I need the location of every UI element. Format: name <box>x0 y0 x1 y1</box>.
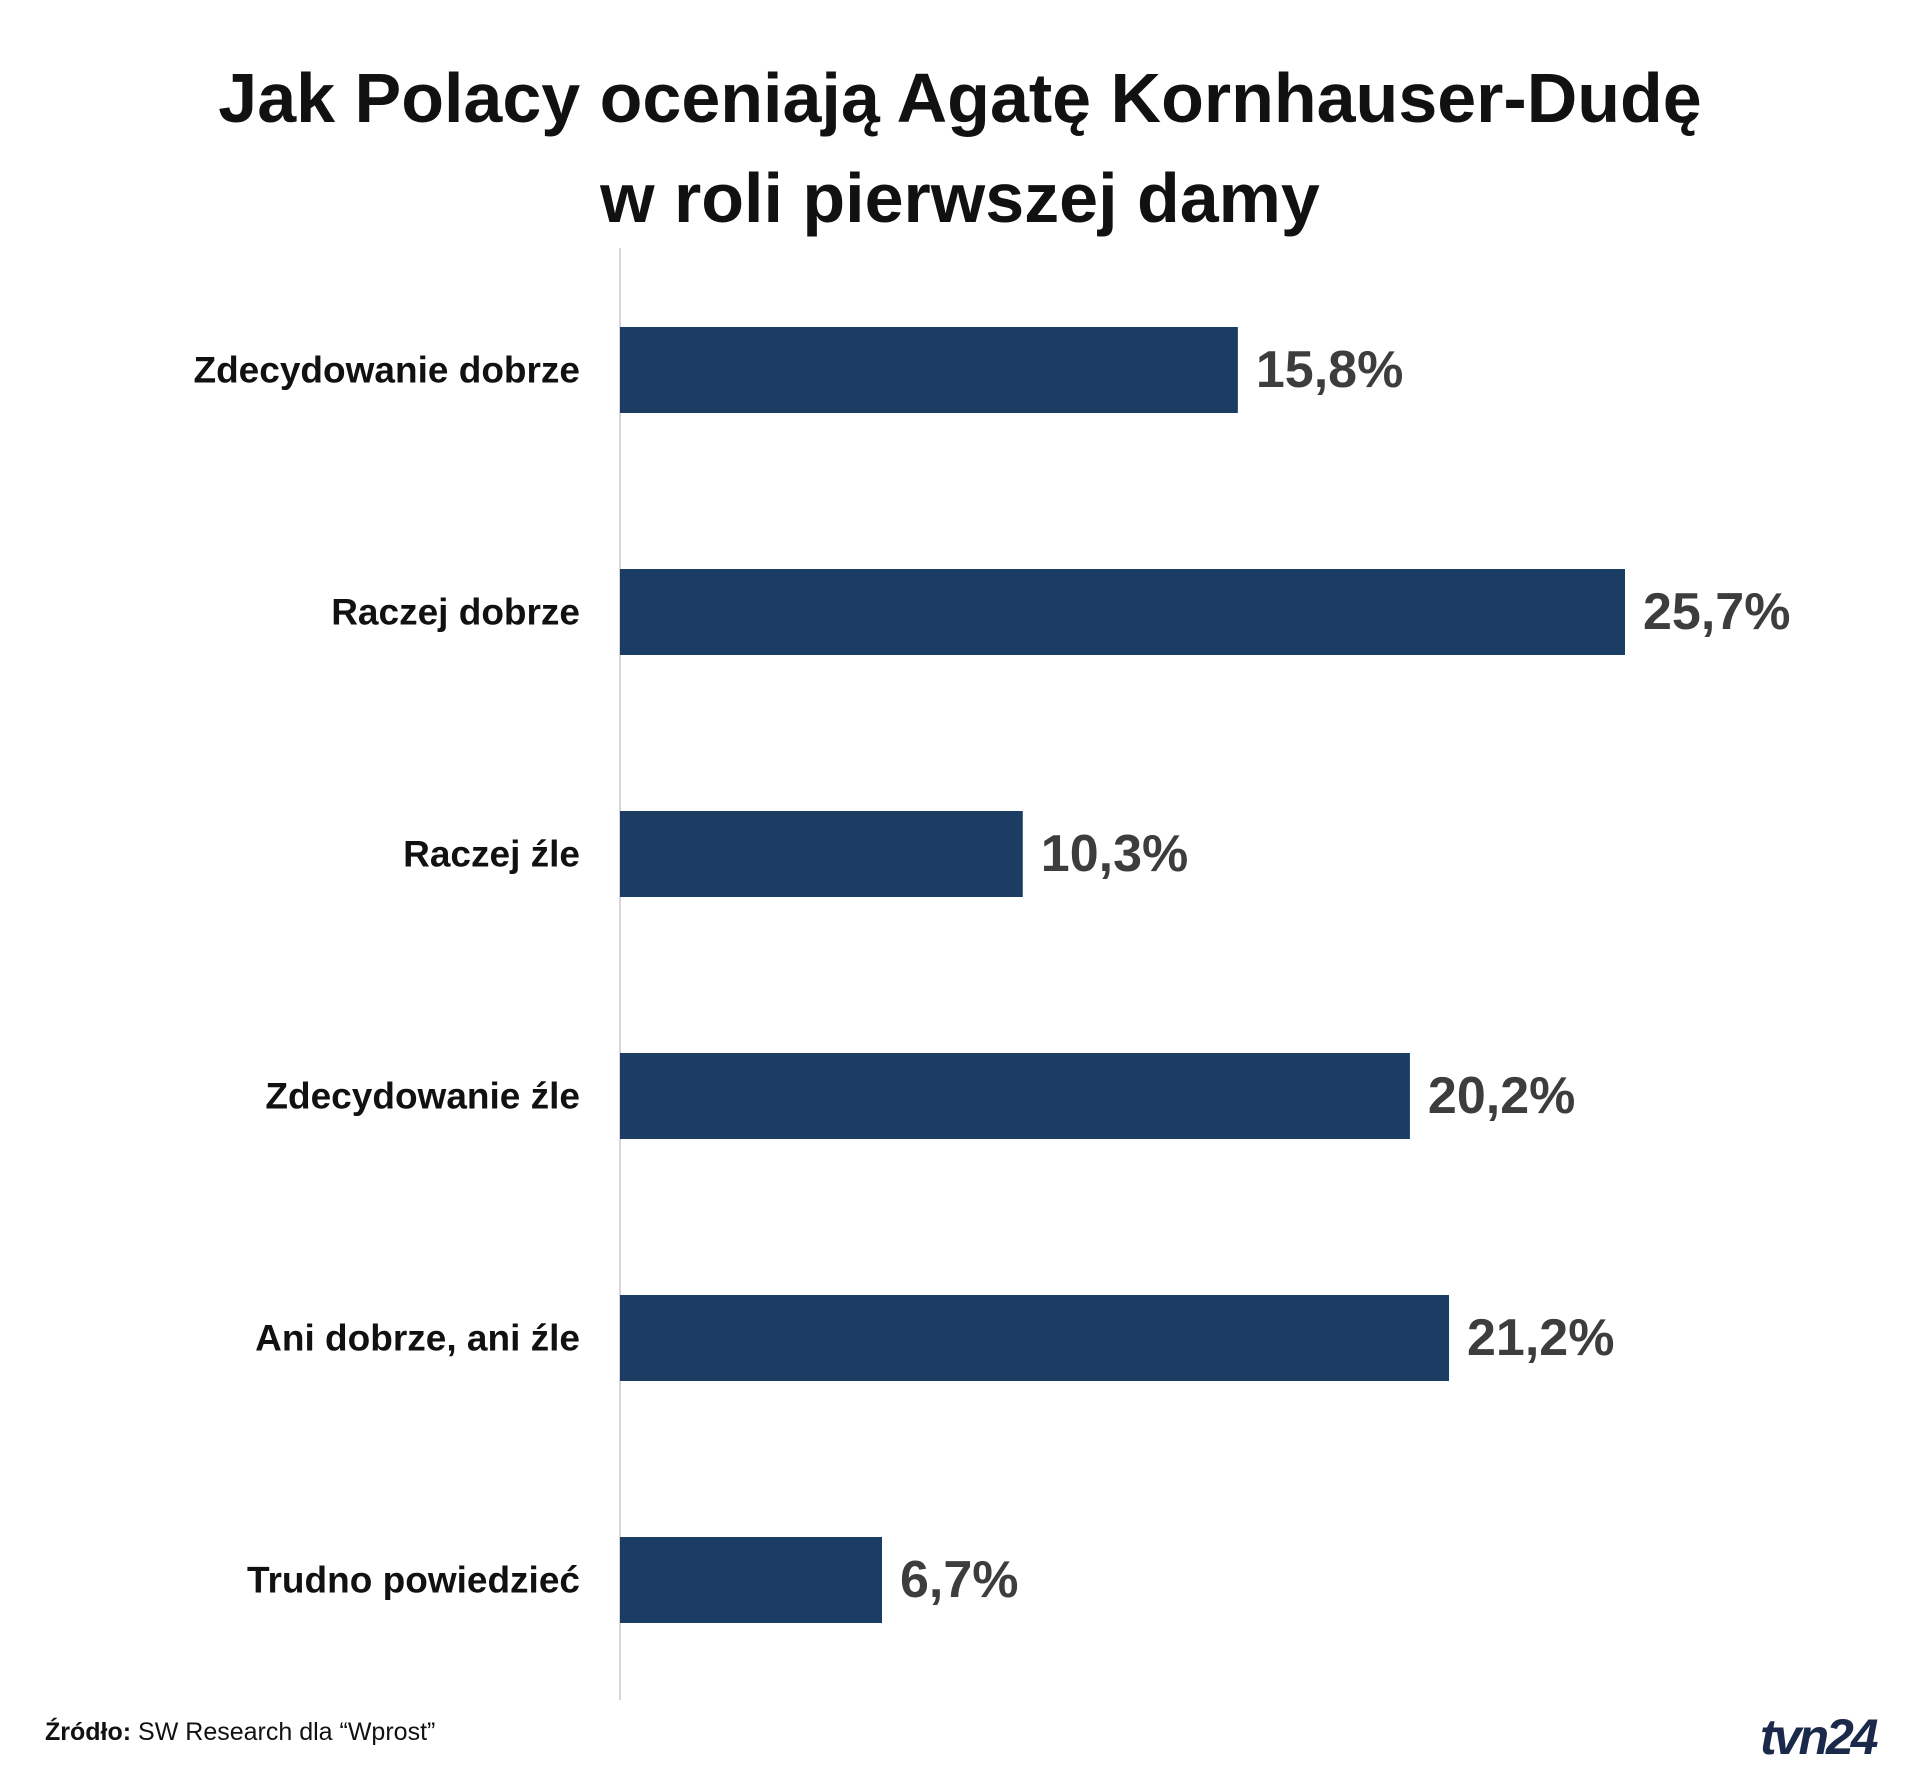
bar <box>620 811 1023 897</box>
bars-group: Zdecydowanie dobrze 15,8% Raczej dobrze 25,… <box>193 327 1790 1623</box>
chart-title: Jak Polacy oceniają Agatę Kornhauser-Dud… <box>0 48 1920 248</box>
bar <box>620 1537 883 1623</box>
bar <box>620 1295 1450 1381</box>
source-note: Źródło: SW Research dla “Wprost” <box>45 1718 435 1747</box>
bar <box>620 569 1625 655</box>
category-label: Ani dobrze, ani źle <box>255 1318 580 1359</box>
chart-title-line-1: Jak Polacy oceniają Agatę Kornhauser-Dud… <box>218 59 1702 137</box>
tvn24-logo-wordmark: tvn24 <box>1760 1709 1878 1765</box>
value-label: 10,3% <box>1041 825 1188 883</box>
category-label: Raczej dobrze <box>331 592 580 633</box>
value-label: 15,8% <box>1256 341 1403 399</box>
source-text: SW Research dla “Wprost” <box>138 1718 436 1746</box>
chart-title-line-2: w roli pierwszej damy <box>600 159 1320 237</box>
value-label: 21,2% <box>1467 1309 1614 1367</box>
source-label: Źródło: <box>45 1718 132 1746</box>
tvn24-logo: tvn24 <box>1760 1709 1881 1765</box>
category-label: Raczej źle <box>403 834 580 875</box>
category-label: Zdecydowanie dobrze <box>193 350 580 391</box>
value-label: 6,7% <box>900 1551 1019 1609</box>
value-label: 25,7% <box>1643 583 1790 641</box>
value-label: 20,2% <box>1428 1067 1575 1125</box>
bar <box>620 1053 1410 1139</box>
category-label: Trudno powiedzieć <box>247 1560 580 1601</box>
category-label: Zdecydowanie źle <box>265 1076 580 1117</box>
bar <box>620 327 1238 413</box>
